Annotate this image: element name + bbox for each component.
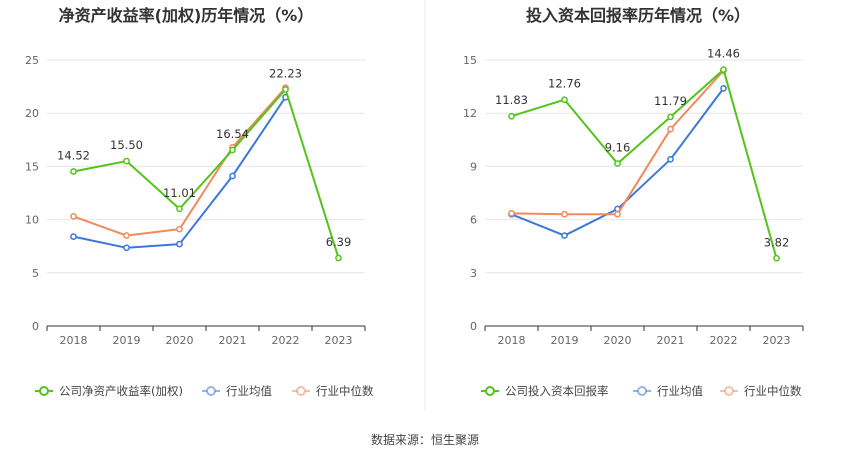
data-point-roic-0	[561, 96, 568, 104]
data-point-roe-1	[229, 172, 236, 180]
data-point-roe-0	[123, 157, 130, 165]
x-tick-label-roe: 2018	[60, 334, 88, 347]
data-label-roe: 6.39	[326, 235, 352, 249]
data-point-roe-0	[229, 146, 236, 154]
legend-label-roe: 行业均值	[226, 384, 272, 398]
data-point-roic-2	[667, 125, 674, 133]
data-label-roic: 14.46	[707, 47, 740, 61]
series-line-roe-0	[73, 88, 340, 259]
data-point-roic-2	[508, 210, 515, 217]
data-point-roe-1	[70, 233, 77, 240]
legend-marker-roe	[39, 386, 49, 396]
series-line-roic-0	[511, 68, 778, 259]
x-tick-label-roic: 2023	[763, 334, 791, 347]
data-point-roic-0	[614, 160, 621, 167]
x-tick-label-roic: 2019	[551, 334, 579, 347]
data-point-roe-0	[70, 168, 77, 175]
x-tick-label-roic: 2022	[710, 334, 738, 347]
y-tick-label-roe: 20	[25, 107, 39, 120]
data-label-roe: 22.23	[269, 66, 302, 80]
data-point-roic-1	[667, 155, 674, 163]
data-point-roic-2	[614, 210, 621, 218]
data-point-roe-1	[123, 244, 130, 252]
x-tick-label-roe: 2023	[325, 334, 353, 347]
data-point-roe-0	[176, 205, 183, 213]
y-tick-label-roic: 6	[470, 214, 477, 227]
data-point-roic-1	[561, 232, 568, 239]
data-point-roic-0	[667, 113, 674, 121]
x-tick-label-roe: 2021	[219, 334, 247, 347]
y-tick-label-roe: 15	[25, 160, 39, 173]
data-point-roe-2	[123, 232, 130, 239]
legend-label-roic: 公司投入资本回报率	[505, 384, 609, 398]
y-tick-label-roic: 0	[470, 320, 477, 333]
data-label-roe: 15.50	[110, 138, 143, 152]
data-point-roe-0	[282, 86, 289, 93]
legend-marker-roic	[485, 386, 495, 396]
data-label-roic: 3.82	[764, 235, 790, 249]
source-text: 数据来源：恒生聚源	[371, 432, 479, 447]
data-point-roic-2	[561, 210, 568, 218]
x-tick-label-roic: 2018	[498, 334, 526, 347]
legend-marker-roic	[637, 386, 647, 396]
data-point-roic-1	[720, 85, 727, 92]
data-point-roic-0	[773, 254, 780, 262]
x-tick-label-roe: 2019	[113, 334, 141, 347]
chart-title-roe: 净资产收益率(加权)历年情况（%）	[59, 6, 314, 25]
legend-label-roe: 公司净资产收益率(加权)	[59, 384, 183, 398]
data-label-roe: 14.52	[57, 149, 90, 163]
data-label-roic: 11.83	[495, 93, 528, 107]
y-tick-label-roe: 0	[32, 320, 39, 333]
data-point-roe-2	[176, 225, 183, 233]
chart-title-roic: 投入资本回报率历年情况（%）	[526, 6, 750, 25]
x-tick-label-roic: 2021	[657, 334, 685, 347]
x-tick-label-roic: 2020	[604, 334, 632, 347]
x-tick-label-roe: 2022	[272, 334, 300, 347]
legend-marker-roe	[206, 386, 216, 396]
data-label-roic: 11.79	[654, 94, 687, 108]
y-tick-label-roe: 10	[25, 214, 39, 227]
y-tick-label-roic: 15	[463, 54, 477, 67]
series-line-roe-2	[73, 86, 287, 237]
data-point-roe-1	[176, 240, 183, 248]
y-tick-label-roe: 5	[32, 267, 39, 280]
x-tick-label-roe: 2020	[166, 334, 194, 347]
legend-label-roic: 行业中位数	[744, 384, 802, 398]
legend-label-roic: 行业均值	[657, 384, 703, 398]
y-tick-label-roic: 12	[463, 107, 477, 120]
data-point-roe-2	[70, 213, 77, 220]
legend-label-roe: 行业中位数	[316, 384, 374, 398]
y-tick-label-roe: 25	[25, 54, 39, 67]
data-label-roe: 16.54	[216, 127, 249, 141]
legend-marker-roic	[724, 386, 734, 396]
data-label-roic: 12.76	[548, 77, 581, 91]
y-tick-label-roic: 9	[470, 160, 477, 173]
data-point-roe-0	[335, 254, 342, 262]
data-point-roic-0	[508, 112, 515, 120]
y-tick-label-roic: 3	[470, 267, 477, 280]
legend-marker-roe	[296, 386, 306, 396]
data-point-roic-0	[720, 66, 727, 73]
data-label-roe: 11.01	[163, 186, 196, 200]
series-line-roe-1	[73, 96, 287, 249]
data-label-roic: 9.16	[605, 141, 631, 155]
